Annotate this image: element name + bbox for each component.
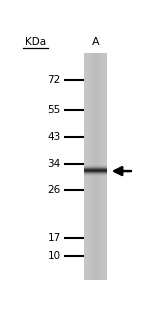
Text: 26: 26 bbox=[47, 185, 61, 195]
Text: 43: 43 bbox=[47, 132, 61, 142]
Text: 55: 55 bbox=[47, 105, 61, 115]
Text: 17: 17 bbox=[47, 233, 61, 243]
Text: KDa: KDa bbox=[25, 37, 46, 47]
Text: 10: 10 bbox=[47, 251, 61, 261]
Text: A: A bbox=[92, 37, 99, 47]
Text: 34: 34 bbox=[47, 159, 61, 169]
Text: 72: 72 bbox=[47, 75, 61, 85]
